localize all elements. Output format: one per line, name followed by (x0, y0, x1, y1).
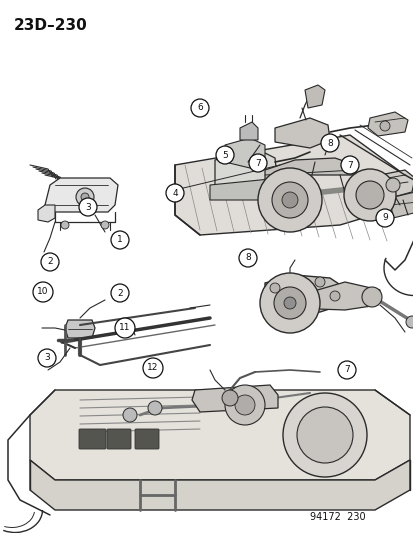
Text: 12: 12 (147, 364, 158, 373)
Circle shape (33, 282, 53, 302)
Circle shape (283, 297, 295, 309)
Circle shape (101, 221, 109, 229)
Circle shape (361, 287, 381, 307)
Circle shape (115, 318, 135, 338)
Polygon shape (175, 135, 404, 235)
Text: 1: 1 (117, 236, 123, 245)
Circle shape (111, 231, 129, 249)
Polygon shape (224, 138, 264, 168)
Polygon shape (209, 178, 284, 200)
Circle shape (81, 193, 89, 201)
Circle shape (79, 198, 97, 216)
Polygon shape (367, 112, 407, 136)
Polygon shape (240, 122, 257, 140)
Circle shape (41, 253, 59, 271)
Circle shape (142, 358, 163, 378)
FancyBboxPatch shape (107, 429, 131, 449)
Circle shape (38, 349, 56, 367)
Circle shape (340, 156, 358, 174)
Text: 9: 9 (381, 214, 387, 222)
Text: 10: 10 (37, 287, 49, 296)
Text: 3: 3 (85, 203, 91, 212)
Circle shape (379, 121, 389, 131)
Circle shape (281, 192, 297, 208)
Circle shape (147, 401, 161, 415)
Circle shape (337, 361, 355, 379)
Text: 7: 7 (254, 158, 260, 167)
Circle shape (271, 182, 307, 218)
Polygon shape (38, 205, 55, 222)
Circle shape (166, 184, 183, 202)
Circle shape (269, 283, 279, 293)
Text: 4: 4 (172, 189, 177, 198)
Polygon shape (30, 390, 409, 480)
Polygon shape (45, 178, 118, 212)
FancyBboxPatch shape (135, 429, 159, 449)
Polygon shape (274, 118, 329, 148)
Circle shape (61, 221, 69, 229)
Circle shape (238, 249, 256, 267)
Circle shape (248, 154, 266, 172)
Text: 8: 8 (244, 254, 250, 262)
Circle shape (259, 273, 319, 333)
Circle shape (224, 385, 264, 425)
Circle shape (282, 393, 366, 477)
Polygon shape (264, 158, 354, 180)
Text: 2: 2 (47, 257, 53, 266)
Text: 7: 7 (343, 366, 349, 375)
Circle shape (405, 316, 413, 328)
Circle shape (111, 284, 129, 302)
Text: 7: 7 (346, 160, 352, 169)
Text: 11: 11 (119, 324, 131, 333)
Circle shape (221, 390, 237, 406)
Polygon shape (192, 385, 277, 412)
Circle shape (320, 134, 338, 152)
Circle shape (329, 291, 339, 301)
Circle shape (296, 407, 352, 463)
Circle shape (343, 169, 395, 221)
Text: 8: 8 (326, 139, 332, 148)
Circle shape (314, 277, 324, 287)
Circle shape (235, 395, 254, 415)
Polygon shape (65, 320, 95, 338)
Text: 2: 2 (117, 288, 123, 297)
Circle shape (190, 99, 209, 117)
Text: 5: 5 (222, 150, 227, 159)
Polygon shape (214, 148, 277, 195)
Circle shape (216, 146, 233, 164)
FancyBboxPatch shape (79, 429, 106, 449)
Circle shape (355, 181, 383, 209)
Polygon shape (377, 170, 413, 198)
Text: 6: 6 (197, 103, 202, 112)
Circle shape (76, 188, 94, 206)
Text: 23D–230: 23D–230 (14, 18, 88, 33)
Circle shape (375, 209, 393, 227)
Polygon shape (30, 460, 409, 510)
Text: 3: 3 (44, 353, 50, 362)
Polygon shape (389, 192, 413, 218)
Polygon shape (289, 282, 379, 310)
Circle shape (123, 408, 137, 422)
Polygon shape (264, 275, 344, 315)
Polygon shape (304, 85, 324, 108)
Text: 94172  230: 94172 230 (309, 512, 365, 522)
Circle shape (257, 168, 321, 232)
Circle shape (273, 287, 305, 319)
Circle shape (385, 178, 399, 192)
